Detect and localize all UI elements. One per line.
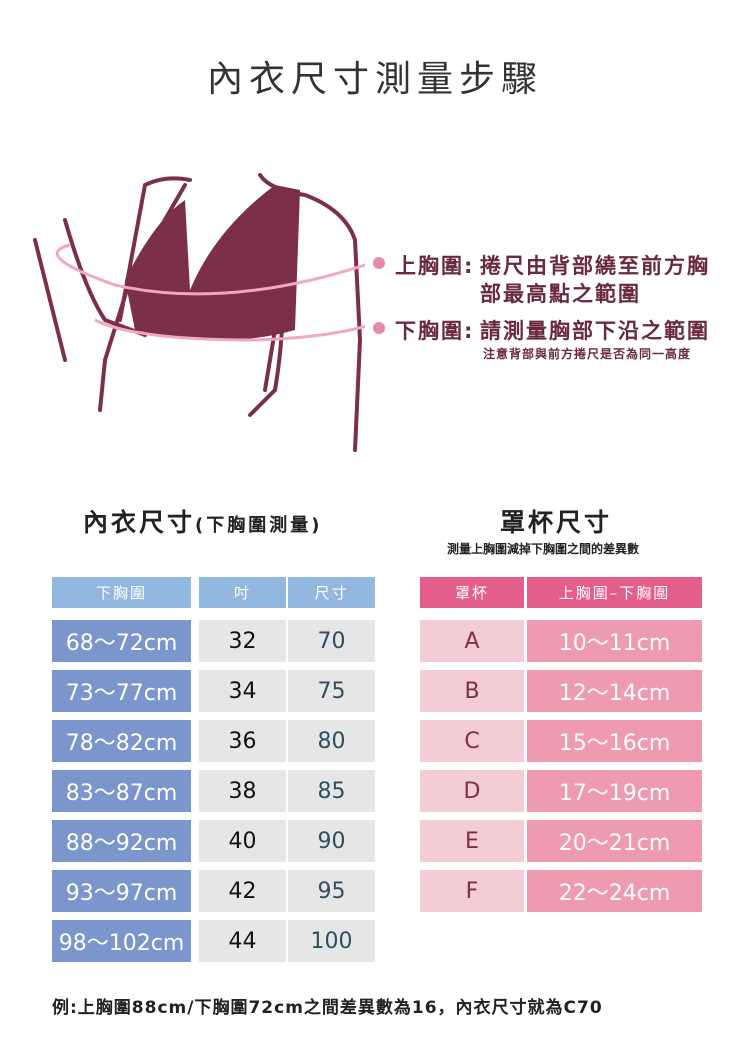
size-table-cell: 68～72cm bbox=[52, 620, 191, 662]
size-table-cell: 85 bbox=[288, 770, 375, 812]
cup-table-subtitle: 測量上胸圍減掉下胸圍之間的差異數 bbox=[447, 542, 640, 556]
size-header-cell: 尺寸 bbox=[288, 577, 375, 608]
size-table-cell: 80 bbox=[288, 720, 375, 762]
cup-table-cell: 15～16cm bbox=[527, 720, 702, 762]
cup-table-cell: 10～11cm bbox=[527, 620, 702, 662]
size-table-cell: 83～87cm bbox=[52, 770, 191, 812]
size-table-cell: 38 bbox=[199, 770, 286, 812]
size-table-cell: 75 bbox=[288, 670, 375, 712]
size-table-cell: 88～92cm bbox=[52, 820, 191, 862]
cup-table-cell: A bbox=[420, 620, 524, 662]
size-header-cell: 下胸圍 bbox=[52, 577, 191, 608]
page-title: 內衣尺寸測量步驟 bbox=[206, 59, 543, 100]
size-table-cell: 36 bbox=[199, 720, 286, 762]
cup-table-cell: 22～24cm bbox=[527, 870, 702, 912]
bullet-dot-icon bbox=[373, 257, 385, 269]
cup-table-cell: E bbox=[420, 820, 524, 862]
upper-bust-text-2: 部最高點之範圍 bbox=[480, 282, 641, 306]
cup-table-cell: C bbox=[420, 720, 524, 762]
bra-measurement-illustration bbox=[33, 173, 365, 452]
example-footer: 例:上胸圍88cm/下胸圍72cm之間差異數為16，內衣尺寸就為C70 bbox=[52, 998, 603, 1018]
size-table-cell: 93～97cm bbox=[52, 870, 191, 912]
cup-table-cell: D bbox=[420, 770, 524, 812]
size-table-cell: 44 bbox=[199, 920, 286, 962]
size-table-cell: 42 bbox=[199, 870, 286, 912]
under-bust-subnote: 注意背部與前方捲尺是否為同一高度 bbox=[483, 347, 692, 361]
cup-table-cell: 12～14cm bbox=[527, 670, 702, 712]
size-table-cell: 78～82cm bbox=[52, 720, 191, 762]
size-table-cell: 100 bbox=[288, 920, 375, 962]
size-table-cell: 70 bbox=[288, 620, 375, 662]
size-header-cell: 吋 bbox=[199, 577, 286, 608]
upper-bust-label: 上胸圍: bbox=[395, 254, 475, 278]
heading-main: 內衣尺寸 bbox=[83, 508, 196, 537]
size-table-cell: 34 bbox=[199, 670, 286, 712]
cup-table-heading: 罩杯尺寸 bbox=[500, 508, 613, 537]
cup-header-cell: 上胸圍–下胸圍 bbox=[527, 577, 702, 608]
size-table-heading: 內衣尺寸(下胸圍測量) bbox=[83, 503, 322, 539]
cup-table-cell: 20～21cm bbox=[527, 820, 702, 862]
heading-paren: (下胸圍測量) bbox=[195, 515, 323, 536]
upper-bust-text: 捲尺由背部繞至前方胸 bbox=[480, 254, 710, 278]
size-table-cell: 40 bbox=[199, 820, 286, 862]
size-table-cell: 73～77cm bbox=[52, 670, 191, 712]
bullet-dot-icon bbox=[373, 322, 385, 334]
cup-table-cell: B bbox=[420, 670, 524, 712]
cup-table-cell: 17～19cm bbox=[527, 770, 702, 812]
cup-table-cell: F bbox=[420, 870, 524, 912]
under-bust-label: 下胸圍: bbox=[395, 319, 475, 343]
under-bust-text: 請測量胸部下沿之範圍 bbox=[480, 319, 710, 343]
size-table-cell: 95 bbox=[288, 870, 375, 912]
cup-header-cell: 罩杯 bbox=[420, 577, 524, 608]
size-table-cell: 98～102cm bbox=[52, 920, 191, 962]
size-table-cell: 32 bbox=[199, 620, 286, 662]
size-table-cell: 90 bbox=[288, 820, 375, 862]
